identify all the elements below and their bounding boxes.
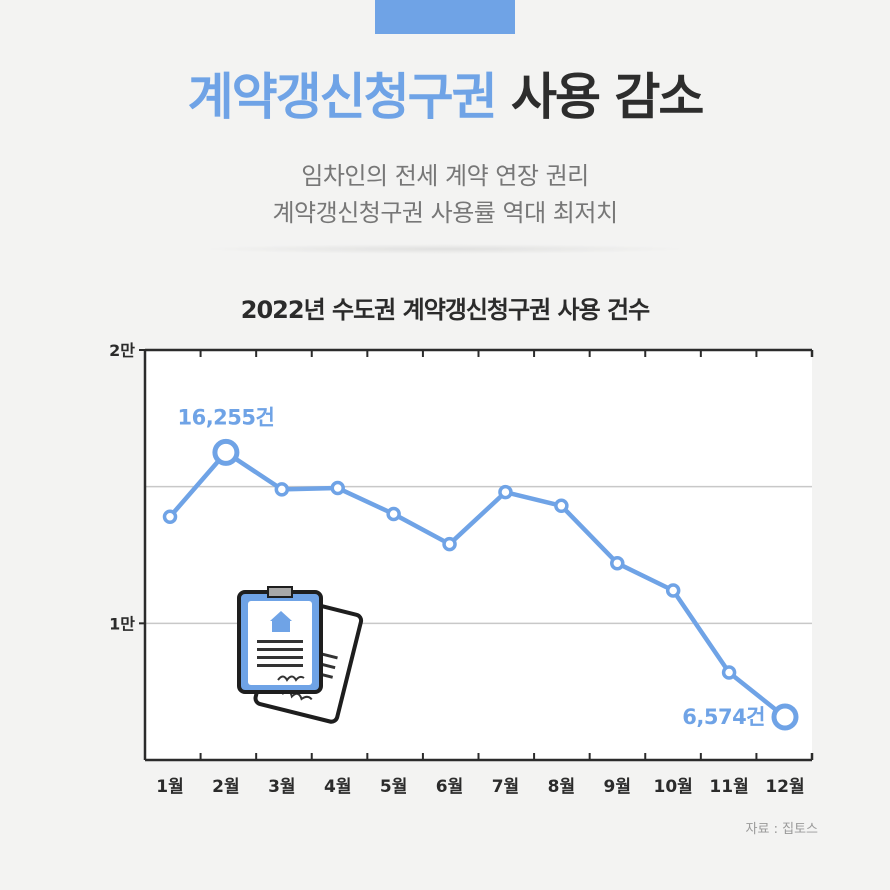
subtitle-line-2: 계약갱신청구권 사용률 역대 최저치 bbox=[272, 199, 618, 227]
highlight-point bbox=[212, 438, 240, 466]
headline: 계약갱신청구권 사용 감소 bbox=[0, 72, 890, 122]
x-tick-label: 9월 bbox=[604, 777, 631, 797]
label-layer: 16,255건 6,574건 bbox=[177, 405, 765, 729]
headline-rest: 사용 감소 bbox=[495, 68, 704, 126]
data-point bbox=[498, 484, 513, 500]
data-point bbox=[721, 665, 737, 680]
x-tick-label: 3월 bbox=[268, 777, 295, 797]
x-tick-label: 2월 bbox=[212, 777, 239, 797]
subtitle: 임차인의 전세 계약 연장 권리 계약갱신청구권 사용률 역대 최저치 bbox=[0, 158, 890, 232]
data-point bbox=[442, 536, 457, 552]
y-tick-label: 2만 bbox=[109, 341, 135, 360]
data-label: 16,255건 bbox=[177, 405, 274, 429]
data-point bbox=[386, 506, 401, 522]
data-label: 6,574건 bbox=[682, 705, 765, 729]
subtitle-line-1: 임차인의 전세 계약 연장 권리 bbox=[301, 162, 589, 190]
x-tick-label: 8월 bbox=[548, 777, 575, 797]
x-tick-label: 5월 bbox=[380, 777, 407, 797]
highlight-point bbox=[771, 703, 799, 731]
chart-title: 2022년 수도권 계약갱신청구권 사용 건수 bbox=[240, 296, 650, 324]
data-point bbox=[162, 509, 178, 524]
contract-documents-icon bbox=[237, 586, 364, 724]
point-layer bbox=[162, 438, 799, 731]
data-point bbox=[330, 480, 345, 496]
data-point bbox=[554, 498, 569, 514]
x-tick-label: 6월 bbox=[436, 777, 463, 797]
headline-highlight: 계약갱신청구권 bbox=[187, 68, 498, 126]
axis-layer: 1만 2만 1월 2월 3월 4월 5월 6월 7월 8월 9월 10월 11월 12월 bbox=[109, 341, 814, 797]
data-point bbox=[665, 583, 681, 598]
x-tick-label: 7월 bbox=[492, 777, 519, 797]
y-tick-label: 1만 bbox=[109, 614, 135, 633]
x-tick-label: 11월 bbox=[709, 777, 748, 797]
x-tick-label: 1월 bbox=[156, 777, 183, 797]
top-tab-decoration bbox=[375, 0, 515, 34]
x-tick-label: 10월 bbox=[654, 777, 693, 797]
line-layer bbox=[167, 450, 788, 720]
x-tick-label: 12월 bbox=[765, 777, 804, 797]
data-point bbox=[610, 555, 625, 571]
x-tick-label: 4월 bbox=[324, 777, 351, 797]
data-point bbox=[274, 482, 290, 497]
divider bbox=[200, 244, 690, 254]
source-note: 자료 : 집토스 bbox=[745, 822, 818, 837]
series-line bbox=[167, 450, 788, 720]
